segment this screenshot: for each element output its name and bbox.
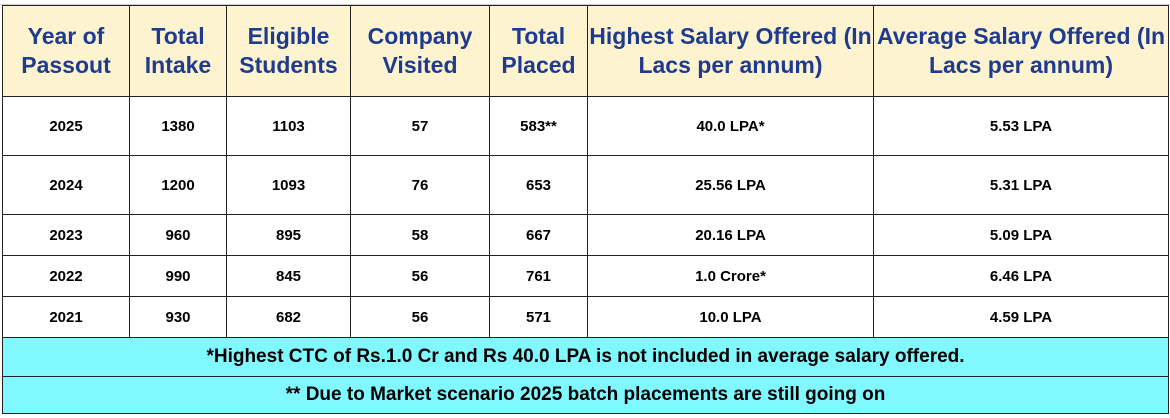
cell-average-salary: 6.46 LPA (873, 255, 1169, 297)
note-row: ** Due to Market scenario 2025 batch pla… (2, 376, 1169, 414)
cell-total-placed: 583** (489, 96, 588, 156)
top-divider (0, 0, 1170, 5)
cell-total-placed: 571 (489, 296, 588, 338)
cell-company-visited: 76 (350, 155, 490, 215)
cell-average-salary: 4.59 LPA (873, 296, 1169, 338)
cell-eligible-students: 845 (226, 255, 351, 297)
cell-eligible-students: 1103 (226, 96, 351, 156)
cell-highest-salary: 25.56 LPA (587, 155, 874, 215)
header-company-visited: Company Visited (350, 5, 490, 97)
note-highest-ctc: *Highest CTC of Rs.1.0 Cr and Rs 40.0 LP… (2, 337, 1169, 377)
cell-year: 2022 (2, 255, 130, 297)
cell-company-visited: 58 (350, 214, 490, 256)
header-total-intake: Total Intake (129, 5, 227, 97)
table-row: 2022 990 845 56 761 1.0 Crore* 6.46 LPA (2, 255, 1169, 297)
cell-eligible-students: 682 (226, 296, 351, 338)
cell-average-salary: 5.31 LPA (873, 155, 1169, 215)
cell-total-placed: 761 (489, 255, 588, 297)
cell-total-placed: 667 (489, 214, 588, 256)
cell-company-visited: 57 (350, 96, 490, 156)
cell-average-salary: 5.09 LPA (873, 214, 1169, 256)
header-eligible-students: Eligible Students (226, 5, 351, 97)
cell-year: 2023 (2, 214, 130, 256)
cell-highest-salary: 1.0 Crore* (587, 255, 874, 297)
cell-year: 2025 (2, 96, 130, 156)
cell-eligible-students: 895 (226, 214, 351, 256)
note-market-scenario: ** Due to Market scenario 2025 batch pla… (2, 376, 1169, 414)
header-year-of-passout: Year of Passout (2, 5, 130, 97)
note-row: *Highest CTC of Rs.1.0 Cr and Rs 40.0 LP… (2, 337, 1169, 377)
header-highest-salary: Highest Salary Offered (In Lacs per annu… (587, 5, 874, 97)
table-row: 2024 1200 1093 76 653 25.56 LPA 5.31 LPA (2, 155, 1169, 215)
cell-highest-salary: 20.16 LPA (587, 214, 874, 256)
header-total-placed: Total Placed (489, 5, 588, 97)
table-row: 2021 930 682 56 571 10.0 LPA 4.59 LPA (2, 296, 1169, 338)
cell-total-intake: 930 (129, 296, 227, 338)
cell-highest-salary: 10.0 LPA (587, 296, 874, 338)
table-row: 2025 1380 1103 57 583** 40.0 LPA* 5.53 L… (2, 96, 1169, 156)
cell-total-intake: 1200 (129, 155, 227, 215)
table-row: 2023 960 895 58 667 20.16 LPA 5.09 LPA (2, 214, 1169, 256)
cell-average-salary: 5.53 LPA (873, 96, 1169, 156)
cell-eligible-students: 1093 (226, 155, 351, 215)
cell-total-placed: 653 (489, 155, 588, 215)
cell-total-intake: 1380 (129, 96, 227, 156)
cell-total-intake: 990 (129, 255, 227, 297)
cell-company-visited: 56 (350, 255, 490, 297)
header-row: Year of Passout Total Intake Eligible St… (2, 5, 1169, 97)
cell-year: 2024 (2, 155, 130, 215)
cell-total-intake: 960 (129, 214, 227, 256)
cell-year: 2021 (2, 296, 130, 338)
cell-company-visited: 56 (350, 296, 490, 338)
cell-highest-salary: 40.0 LPA* (587, 96, 874, 156)
placement-table: Year of Passout Total Intake Eligible St… (2, 5, 1169, 414)
header-average-salary: Average Salary Offered (In Lacs per annu… (873, 5, 1169, 97)
